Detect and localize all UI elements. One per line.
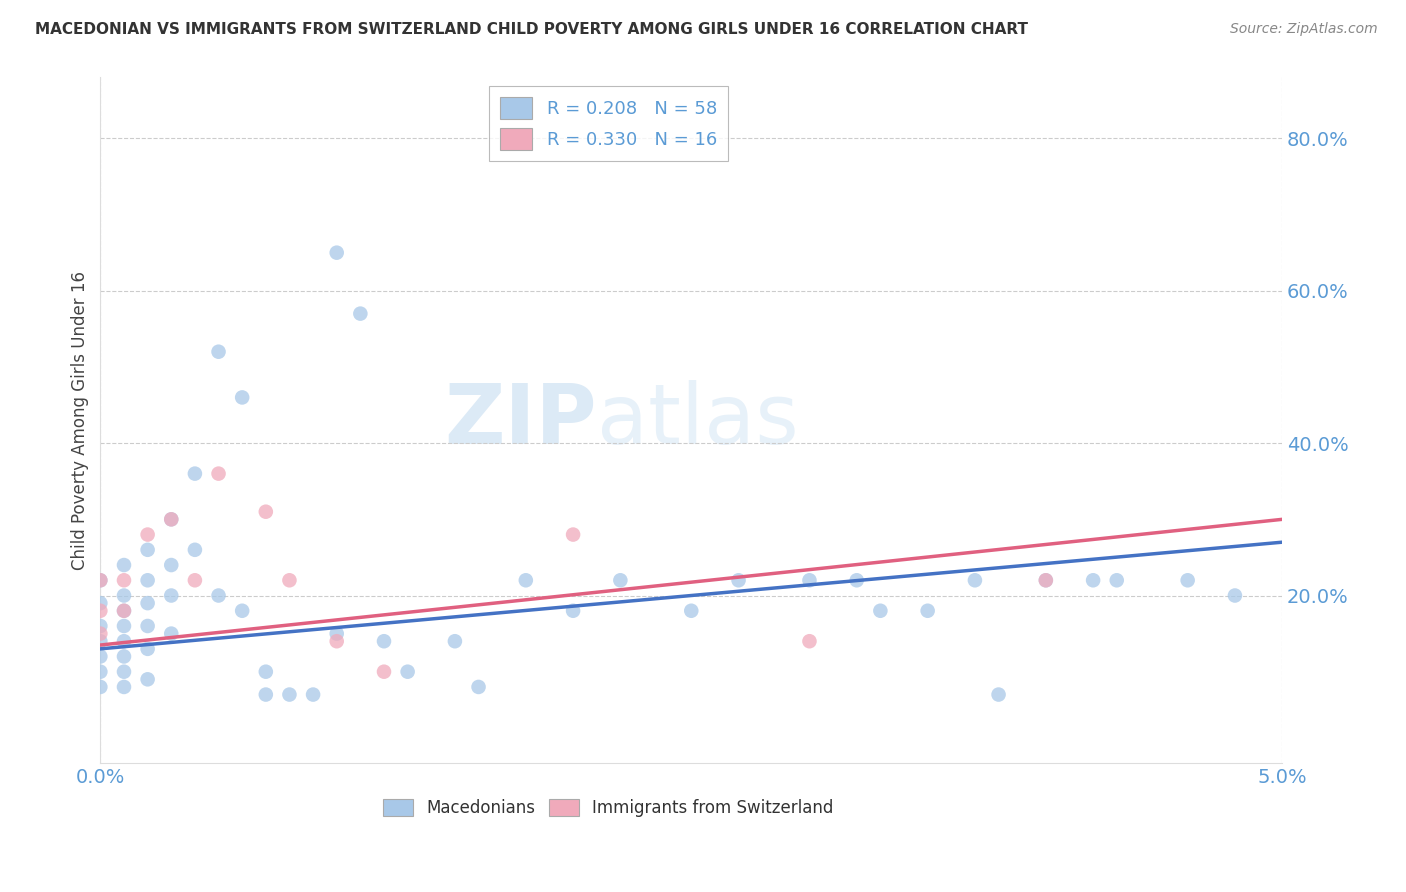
Point — [963, 574, 986, 588]
Point — [136, 619, 159, 633]
Point — [1105, 574, 1128, 588]
Point — [136, 574, 159, 588]
Point — [112, 574, 135, 588]
Point — [325, 245, 347, 260]
Point — [1035, 574, 1057, 588]
Point — [917, 604, 939, 618]
Point — [136, 527, 159, 541]
Point — [444, 634, 467, 648]
Point — [231, 391, 253, 405]
Point — [609, 574, 631, 588]
Point — [89, 604, 111, 618]
Point — [89, 626, 111, 640]
Point — [231, 604, 253, 618]
Point — [160, 626, 183, 640]
Point — [325, 626, 347, 640]
Point — [160, 512, 183, 526]
Point — [184, 574, 207, 588]
Point — [207, 467, 229, 481]
Point — [396, 665, 419, 679]
Point — [373, 634, 395, 648]
Point — [112, 634, 135, 648]
Point — [136, 641, 159, 656]
Point — [799, 634, 821, 648]
Text: Source: ZipAtlas.com: Source: ZipAtlas.com — [1230, 22, 1378, 37]
Point — [278, 574, 301, 588]
Point — [207, 589, 229, 603]
Point — [302, 688, 325, 702]
Point — [89, 680, 111, 694]
Point — [136, 596, 159, 610]
Point — [160, 589, 183, 603]
Point — [136, 673, 159, 687]
Point — [89, 665, 111, 679]
Point — [1177, 574, 1199, 588]
Point — [1223, 589, 1246, 603]
Point — [112, 589, 135, 603]
Point — [254, 688, 277, 702]
Point — [112, 665, 135, 679]
Point — [681, 604, 703, 618]
Point — [89, 596, 111, 610]
Point — [799, 574, 821, 588]
Point — [112, 558, 135, 572]
Point — [207, 344, 229, 359]
Point — [160, 558, 183, 572]
Point — [467, 680, 489, 694]
Point — [184, 467, 207, 481]
Text: atlas: atlas — [596, 380, 799, 461]
Point — [727, 574, 749, 588]
Point — [349, 307, 371, 321]
Point — [112, 680, 135, 694]
Point — [254, 505, 277, 519]
Point — [89, 574, 111, 588]
Point — [136, 542, 159, 557]
Point — [89, 649, 111, 664]
Point — [562, 527, 585, 541]
Point — [325, 634, 347, 648]
Legend: Macedonians, Immigrants from Switzerland: Macedonians, Immigrants from Switzerland — [377, 792, 841, 823]
Point — [112, 604, 135, 618]
Y-axis label: Child Poverty Among Girls Under 16: Child Poverty Among Girls Under 16 — [72, 271, 89, 570]
Point — [1081, 574, 1104, 588]
Point — [515, 574, 537, 588]
Point — [89, 574, 111, 588]
Point — [112, 604, 135, 618]
Point — [562, 604, 585, 618]
Point — [373, 665, 395, 679]
Point — [845, 574, 868, 588]
Text: MACEDONIAN VS IMMIGRANTS FROM SWITZERLAND CHILD POVERTY AMONG GIRLS UNDER 16 COR: MACEDONIAN VS IMMIGRANTS FROM SWITZERLAN… — [35, 22, 1028, 37]
Point — [254, 665, 277, 679]
Point — [89, 619, 111, 633]
Point — [112, 649, 135, 664]
Point — [160, 512, 183, 526]
Point — [1035, 574, 1057, 588]
Point — [987, 688, 1010, 702]
Text: ZIP: ZIP — [444, 380, 596, 461]
Point — [278, 688, 301, 702]
Point — [112, 619, 135, 633]
Point — [869, 604, 891, 618]
Point — [184, 542, 207, 557]
Point — [89, 634, 111, 648]
